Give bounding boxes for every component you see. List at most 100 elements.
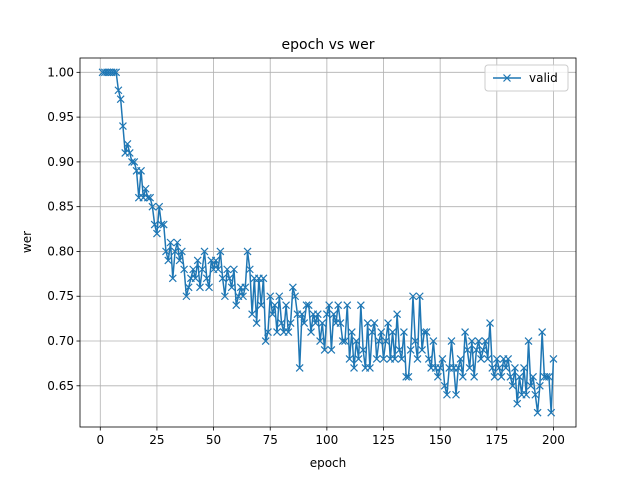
marker — [288, 283, 297, 292]
marker — [404, 372, 413, 381]
chart-title: epoch vs wer — [282, 37, 375, 53]
marker-stroke — [159, 220, 168, 229]
marker-stroke — [381, 337, 390, 345]
marker-stroke — [467, 337, 476, 345]
marker — [128, 157, 136, 166]
marker — [141, 184, 150, 193]
marker-stroke — [268, 310, 277, 319]
marker — [164, 256, 173, 265]
marker-stroke — [347, 328, 356, 336]
marker — [347, 328, 356, 336]
marker-stroke — [216, 247, 225, 256]
marker-stroke — [520, 363, 528, 372]
marker-stroke — [397, 355, 406, 363]
marker — [245, 265, 254, 274]
marker — [463, 346, 472, 354]
marker-stroke — [354, 355, 363, 363]
marker-stroke — [261, 337, 270, 345]
marker — [313, 310, 322, 319]
marker — [257, 301, 266, 310]
marker-stroke — [411, 337, 420, 345]
marker — [173, 238, 182, 247]
marker-stroke — [477, 355, 485, 363]
marker — [411, 337, 420, 345]
marker — [454, 363, 463, 372]
marker-stroke — [341, 337, 349, 345]
marker-stroke — [275, 292, 284, 301]
marker-stroke — [322, 310, 331, 319]
marker — [393, 310, 402, 319]
marker — [277, 319, 286, 328]
marker — [343, 301, 352, 310]
marker — [503, 74, 511, 82]
marker — [443, 390, 451, 399]
marker-stroke — [372, 355, 381, 363]
marker — [474, 337, 483, 345]
marker-stroke — [214, 265, 223, 274]
marker — [119, 122, 127, 130]
marker-stroke — [529, 372, 537, 381]
y-tick-label: 0.80 — [47, 244, 74, 258]
marker — [472, 346, 481, 354]
marker-stroke — [193, 256, 202, 265]
marker-stroke — [123, 140, 132, 148]
marker — [218, 274, 227, 283]
marker-stroke — [443, 390, 451, 399]
marker — [418, 346, 426, 354]
marker-stroke — [420, 328, 429, 336]
y-tick-label: 0.75 — [47, 289, 74, 303]
marker-stroke — [483, 355, 492, 363]
marker-stroke — [227, 283, 236, 292]
marker — [375, 337, 383, 345]
marker-stroke — [162, 247, 170, 256]
marker-stroke — [277, 319, 286, 328]
marker-stroke — [164, 256, 173, 265]
marker-stroke — [375, 337, 383, 345]
marker-stroke — [168, 274, 177, 283]
x-tick-label: 25 — [149, 433, 164, 447]
marker — [266, 292, 275, 301]
marker-stroke — [114, 86, 123, 95]
x-tick-label: 150 — [429, 433, 452, 447]
marker — [465, 363, 474, 372]
marker-stroke — [125, 149, 134, 157]
marker — [322, 310, 331, 319]
marker-stroke — [390, 355, 399, 363]
marker — [338, 337, 347, 345]
marker-stroke — [470, 372, 479, 381]
marker — [252, 319, 261, 328]
marker — [438, 355, 447, 363]
marker — [232, 301, 241, 310]
y-tick-label: 0.85 — [47, 200, 74, 214]
marker-stroke — [472, 346, 481, 354]
marker-stroke — [377, 328, 386, 336]
marker — [114, 86, 123, 95]
marker — [359, 346, 368, 354]
x-tick-label: 200 — [542, 433, 565, 447]
marker — [291, 292, 300, 301]
marker-stroke — [388, 328, 397, 336]
marker-stroke — [313, 310, 322, 319]
marker — [155, 202, 164, 211]
marker — [184, 283, 193, 292]
marker-stroke — [406, 346, 415, 354]
marker-stroke — [488, 363, 497, 372]
marker — [433, 372, 442, 381]
marker-stroke — [356, 301, 365, 310]
marker-stroke — [490, 372, 499, 381]
marker — [146, 193, 155, 202]
marker — [547, 408, 556, 417]
marker — [286, 319, 295, 328]
marker-stroke — [264, 328, 272, 336]
marker — [230, 265, 238, 274]
marker — [409, 292, 417, 301]
marker-stroke — [549, 355, 558, 363]
marker-stroke — [544, 372, 553, 381]
marker-stroke — [130, 157, 139, 166]
marker — [311, 319, 320, 328]
x-tick-label: 75 — [263, 433, 278, 447]
marker-stroke — [429, 337, 438, 345]
marker-stroke — [166, 238, 175, 247]
marker-stroke — [350, 363, 358, 372]
